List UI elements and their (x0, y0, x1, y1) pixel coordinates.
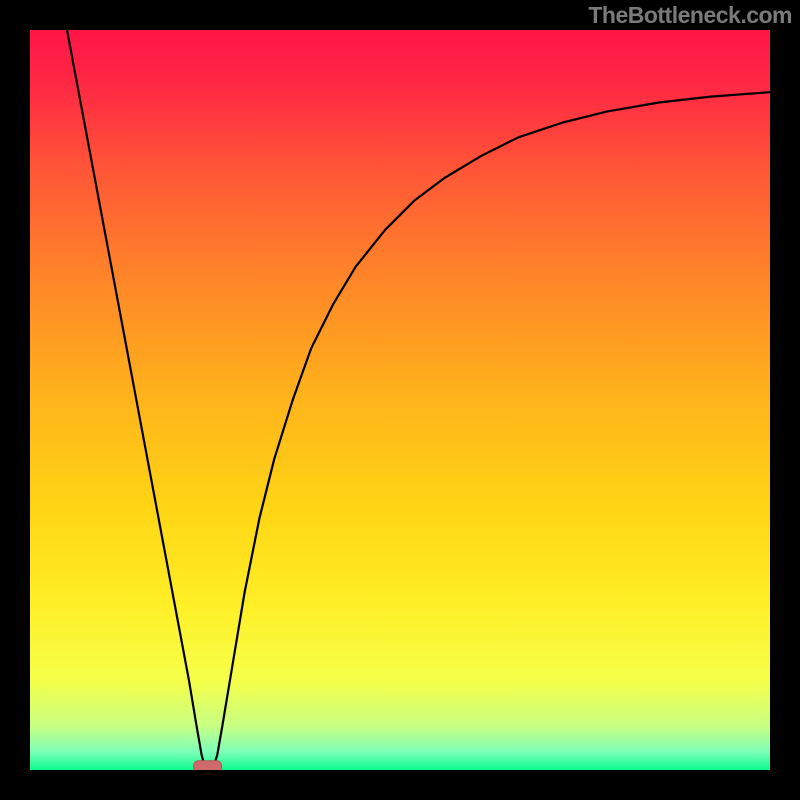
optimal-marker (30, 30, 770, 770)
plot-area (30, 30, 770, 770)
chart-container: TheBottleneck.com (0, 0, 800, 800)
watermark-text: TheBottleneck.com (588, 2, 792, 29)
